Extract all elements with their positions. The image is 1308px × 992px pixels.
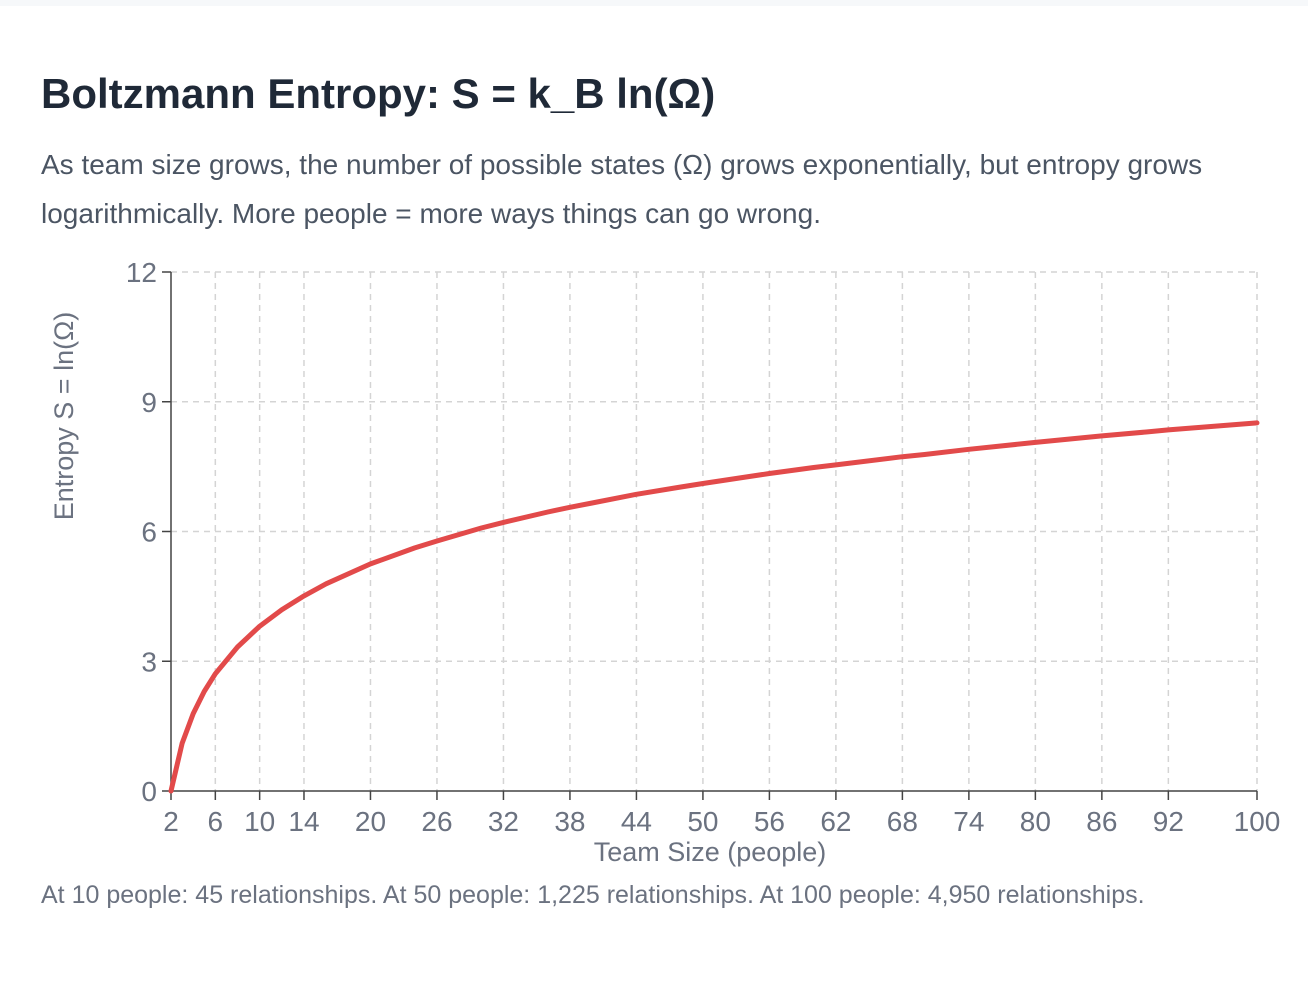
chart-title: Boltzmann Entropy: S = k_B ln(Ω) <box>41 70 716 117</box>
y-tick-label: 3 <box>141 646 157 677</box>
x-tick-label: 86 <box>1086 806 1117 837</box>
y-tick-label: 0 <box>141 776 157 807</box>
x-tick-label: 50 <box>687 806 718 837</box>
x-tick-label: 26 <box>421 806 452 837</box>
x-tick-label: 2 <box>163 806 179 837</box>
x-tick-label: 14 <box>288 806 319 837</box>
y-tick-label: 6 <box>141 517 157 548</box>
x-tick-label: 10 <box>244 806 275 837</box>
data-series <box>168 420 1260 794</box>
y-axis-label: Entropy S = ln(Ω) <box>49 312 79 521</box>
x-tick-label: 6 <box>208 806 224 837</box>
chart-card: Boltzmann Entropy: S = k_B ln(Ω) As team… <box>0 6 1308 992</box>
x-tick-label: 44 <box>621 806 652 837</box>
x-axis-label: Team Size (people) <box>594 837 827 867</box>
y-tick-label: 12 <box>126 257 157 288</box>
x-tick-label: 74 <box>953 806 984 837</box>
x-tick-label: 68 <box>887 806 918 837</box>
tick-labels: 2 6 10 14 20 26 32 38 44 50 56 62 68 74 80 86 92 10003691… <box>126 257 1281 837</box>
x-tick-label: 20 <box>355 806 386 837</box>
chart-subtitle: As team size grows, the number of possib… <box>41 149 1203 229</box>
entropy-line-chart: 2 6 10 14 20 26 32 38 44 50 56 62 68 74 80 86 92 10003691… <box>49 257 1281 867</box>
axes <box>162 271 1258 800</box>
x-tick-label: 62 <box>820 806 851 837</box>
footnote: At 10 people: 45 relationships. At 50 pe… <box>41 881 1145 909</box>
x-tick-label: 56 <box>754 806 785 837</box>
y-tick-label: 9 <box>141 387 157 418</box>
x-tick-label: 80 <box>1020 806 1051 837</box>
x-tick-label: 100 <box>1234 806 1281 837</box>
grid-lines <box>171 271 1258 791</box>
x-tick-label: 92 <box>1153 806 1184 837</box>
x-tick-label: 32 <box>488 806 519 837</box>
entropy-series-line <box>168 420 1260 794</box>
x-tick-label: 38 <box>554 806 585 837</box>
